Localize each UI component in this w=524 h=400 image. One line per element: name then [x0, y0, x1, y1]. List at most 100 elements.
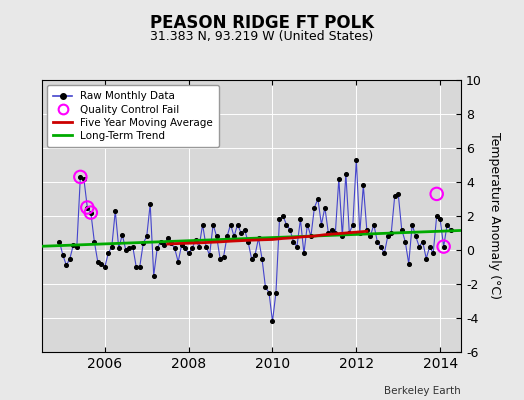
- Point: [307, 233, 315, 240]
- Point: [335, 175, 343, 182]
- Point: [59, 252, 67, 258]
- Point: [440, 243, 448, 250]
- Point: [244, 238, 252, 245]
- Point: [184, 250, 193, 257]
- Point: [107, 243, 116, 250]
- Point: [223, 233, 231, 240]
- Point: [324, 230, 333, 236]
- Point: [83, 204, 92, 211]
- Point: [432, 191, 441, 197]
- Point: [90, 238, 99, 245]
- Point: [296, 216, 304, 222]
- Point: [394, 191, 402, 197]
- Point: [342, 170, 350, 177]
- Point: [202, 243, 210, 250]
- Legend: Raw Monthly Data, Quality Control Fail, Five Year Moving Average, Long-Term Tren: Raw Monthly Data, Quality Control Fail, …: [47, 85, 220, 147]
- Point: [170, 245, 179, 252]
- Point: [422, 255, 430, 262]
- Point: [363, 226, 371, 233]
- Point: [181, 245, 189, 252]
- Point: [115, 245, 123, 252]
- Point: [446, 226, 455, 233]
- Point: [289, 238, 298, 245]
- Point: [247, 255, 256, 262]
- Point: [348, 221, 357, 228]
- Point: [101, 264, 109, 270]
- Point: [286, 226, 294, 233]
- Point: [373, 238, 381, 245]
- Point: [55, 238, 63, 245]
- Point: [300, 250, 308, 257]
- Point: [282, 221, 291, 228]
- Point: [80, 175, 88, 182]
- Point: [251, 252, 259, 258]
- Point: [209, 221, 217, 228]
- Point: [352, 157, 361, 163]
- Point: [212, 233, 221, 240]
- Point: [216, 255, 224, 262]
- Point: [226, 221, 235, 228]
- Point: [146, 201, 155, 207]
- Point: [66, 255, 74, 262]
- Point: [132, 264, 140, 270]
- Point: [401, 238, 409, 245]
- Point: [76, 174, 84, 180]
- Point: [279, 213, 287, 219]
- Text: 31.383 N, 93.219 W (United States): 31.383 N, 93.219 W (United States): [150, 30, 374, 43]
- Point: [258, 255, 266, 262]
- Y-axis label: Temperature Anomaly (°C): Temperature Anomaly (°C): [488, 132, 501, 300]
- Point: [230, 233, 238, 240]
- Point: [178, 242, 186, 248]
- Point: [167, 240, 176, 246]
- Point: [69, 242, 78, 248]
- Point: [440, 243, 448, 250]
- Point: [314, 196, 322, 202]
- Point: [387, 230, 396, 236]
- Text: PEASON RIDGE FT POLK: PEASON RIDGE FT POLK: [150, 14, 374, 32]
- Point: [111, 208, 119, 214]
- Point: [419, 238, 427, 245]
- Point: [261, 284, 270, 290]
- Point: [118, 232, 126, 238]
- Point: [254, 235, 263, 241]
- Point: [268, 318, 277, 325]
- Point: [143, 233, 151, 240]
- Point: [272, 289, 280, 296]
- Point: [432, 213, 441, 219]
- Point: [62, 262, 71, 268]
- Point: [390, 192, 399, 199]
- Point: [369, 221, 378, 228]
- Point: [405, 260, 413, 267]
- Point: [94, 259, 102, 265]
- Point: [338, 233, 346, 240]
- Point: [443, 221, 451, 228]
- Point: [317, 221, 325, 228]
- Point: [366, 233, 375, 240]
- Point: [408, 221, 417, 228]
- Point: [425, 243, 434, 250]
- Point: [86, 210, 95, 216]
- Point: [415, 243, 423, 250]
- Point: [191, 237, 200, 243]
- Point: [293, 243, 301, 250]
- Point: [174, 259, 182, 265]
- Point: [139, 240, 147, 246]
- Point: [199, 221, 207, 228]
- Point: [160, 242, 168, 248]
- Point: [205, 252, 214, 258]
- Point: [377, 243, 385, 250]
- Point: [328, 226, 336, 233]
- Point: [157, 238, 165, 245]
- Point: [73, 243, 81, 250]
- Point: [384, 233, 392, 240]
- Point: [436, 216, 444, 222]
- Point: [128, 243, 137, 250]
- Point: [398, 226, 406, 233]
- Point: [275, 216, 283, 222]
- Point: [86, 210, 95, 216]
- Point: [188, 245, 196, 252]
- Point: [136, 264, 144, 270]
- Point: [125, 245, 134, 252]
- Point: [331, 230, 340, 236]
- Point: [149, 272, 158, 279]
